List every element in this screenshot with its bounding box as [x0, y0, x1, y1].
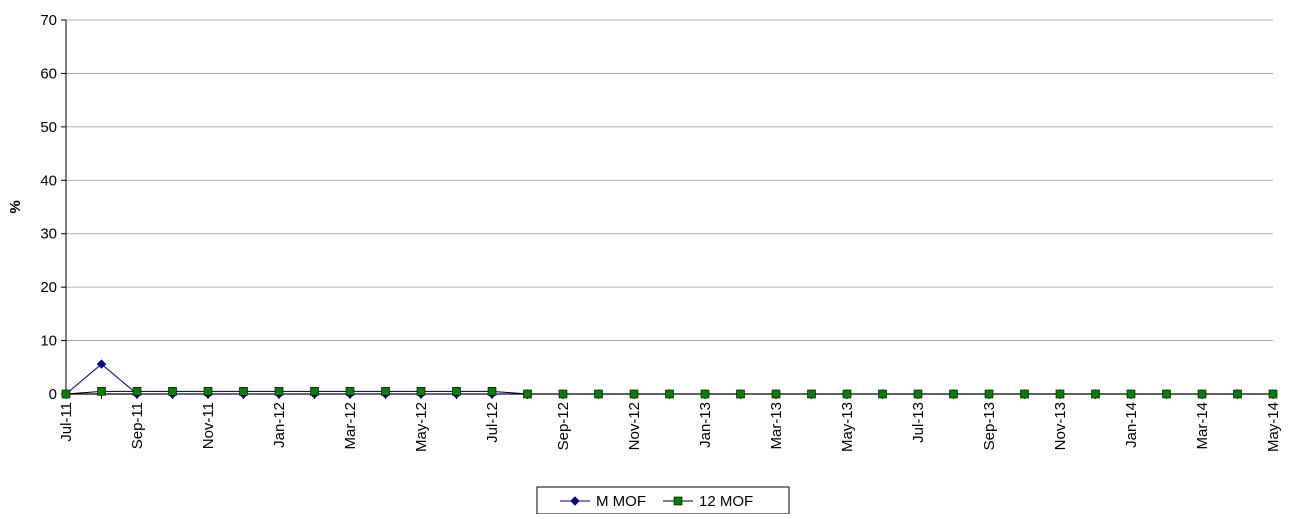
data-point	[345, 387, 355, 396]
data-point	[594, 389, 603, 399]
data-point	[96, 359, 107, 369]
x-tick-label: Nov-12	[626, 402, 643, 450]
data-point	[452, 387, 461, 396]
x-tick-label: May-12	[413, 402, 430, 452]
data-point	[239, 387, 248, 396]
data-point	[558, 389, 568, 399]
data-point	[274, 387, 284, 396]
y-tick-label: 60	[40, 65, 57, 82]
data-point	[949, 389, 958, 399]
data-point	[1268, 389, 1278, 399]
x-tick-label: Jul-12	[484, 402, 501, 443]
legend-label: 12 MOF	[699, 493, 753, 510]
x-tick-label: Mar-13	[768, 402, 785, 450]
data-point	[913, 389, 923, 399]
data-point	[984, 389, 994, 399]
data-point	[807, 389, 816, 399]
y-tick-label: 40	[40, 172, 57, 189]
data-point	[1055, 389, 1065, 399]
data-point	[523, 389, 532, 399]
data-point	[203, 387, 213, 396]
x-tick-label: Mar-14	[1194, 402, 1211, 450]
data-point	[1162, 389, 1171, 399]
y-tick-label: 0	[49, 386, 57, 403]
data-point	[416, 387, 426, 396]
data-point	[673, 496, 683, 506]
data-point	[97, 387, 106, 396]
y-tick-label: 30	[40, 226, 57, 243]
data-point	[700, 389, 710, 399]
legend-item: M MOF	[560, 493, 646, 510]
x-tick-label: May-14	[1265, 402, 1282, 452]
x-tick-label: Sep-12	[555, 402, 572, 450]
data-point	[1091, 389, 1100, 399]
data-point	[1233, 389, 1242, 399]
data-point	[665, 389, 674, 399]
y-axis-label: %	[7, 200, 24, 213]
data-point	[1126, 389, 1136, 399]
x-tick-label: May-13	[839, 402, 856, 452]
data-point	[381, 387, 390, 396]
x-tick-label: Nov-11	[200, 402, 217, 449]
x-tick-label: Jul-13	[910, 402, 927, 443]
data-point	[878, 389, 887, 399]
x-tick-label: Jan-14	[1123, 402, 1140, 448]
data-point	[1197, 389, 1207, 399]
legend-label: M MOF	[596, 493, 646, 510]
data-point	[1020, 389, 1029, 399]
x-tick-label: Sep-13	[981, 402, 998, 450]
x-tick-label: Sep-11	[129, 402, 146, 449]
data-point	[310, 387, 319, 396]
data-point	[771, 389, 781, 399]
legend-item: 12 MOF	[663, 493, 753, 510]
gridlines	[66, 19, 1273, 341]
series-12-mof	[61, 387, 1278, 399]
data-point	[842, 389, 852, 399]
y-tick-label: 70	[40, 12, 57, 29]
legend: M MOF 12 MOF	[536, 486, 790, 515]
y-tick-label: 10	[40, 333, 57, 350]
data-point	[629, 389, 639, 399]
x-tick-label: Jan-13	[697, 402, 714, 448]
data-point	[61, 389, 71, 399]
series-layer	[61, 359, 1278, 399]
data-point	[736, 389, 745, 399]
data-point	[168, 387, 177, 396]
y-tick-label: 50	[40, 119, 57, 136]
axes: 0 10 20 30 40 50 60 70% Jul-11 Sep-11 Nov-11 Jan-12…	[7, 12, 1282, 452]
data-point	[570, 496, 580, 506]
x-tick-label: Mar-12	[342, 402, 359, 450]
data-point	[132, 387, 142, 396]
y-tick-label: 20	[40, 279, 57, 296]
x-tick-label: Jul-11	[58, 402, 75, 442]
x-tick-label: Jan-12	[271, 402, 288, 448]
data-point	[487, 387, 497, 396]
x-tick-label: Nov-13	[1052, 402, 1069, 450]
